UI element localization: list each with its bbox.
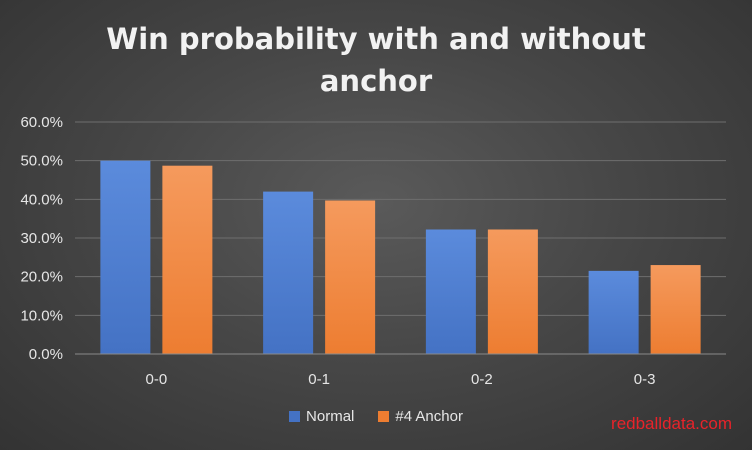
chart-title-line-2: anchor — [319, 64, 433, 98]
y-tick-label: 0.0% — [29, 346, 63, 363]
legend-label-normal: Normal — [306, 408, 355, 425]
y-tick-label: 60.0% — [20, 114, 63, 131]
x-tick-label: 0-1 — [308, 371, 330, 388]
bar-normal-0-2 — [425, 229, 476, 354]
chart-title: Win probability with and without anchor — [0, 18, 752, 102]
bar-normal-0-3 — [588, 270, 639, 354]
y-tick-label: 10.0% — [20, 307, 63, 324]
watermark: redballdata.com — [611, 414, 732, 433]
y-tick-label: 30.0% — [20, 230, 63, 247]
bar-normal-0-0 — [100, 160, 151, 354]
legend-item-anchor: #4 Anchor — [378, 408, 463, 425]
legend: Normal #4 Anchor — [0, 408, 752, 425]
y-tick-label: 40.0% — [20, 191, 63, 208]
bar-anchor-0-2 — [487, 229, 538, 354]
legend-label-anchor: #4 Anchor — [395, 408, 463, 425]
x-tick-label: 0-3 — [634, 371, 656, 388]
chart-title-line-1: Win probability with and without — [106, 22, 646, 56]
y-tick-label: 50.0% — [20, 153, 63, 170]
legend-swatch-normal — [289, 411, 301, 422]
bar-anchor-0-3 — [650, 265, 701, 354]
bar-anchor-0-0 — [162, 165, 213, 354]
y-tick-label: 20.0% — [20, 269, 63, 286]
bar-normal-0-1 — [263, 191, 314, 354]
legend-item-normal: Normal — [289, 408, 354, 425]
x-tick-label: 0-0 — [146, 371, 168, 388]
legend-swatch-anchor — [378, 411, 390, 422]
bar-anchor-0-1 — [325, 200, 376, 354]
x-tick-label: 0-2 — [471, 371, 493, 388]
